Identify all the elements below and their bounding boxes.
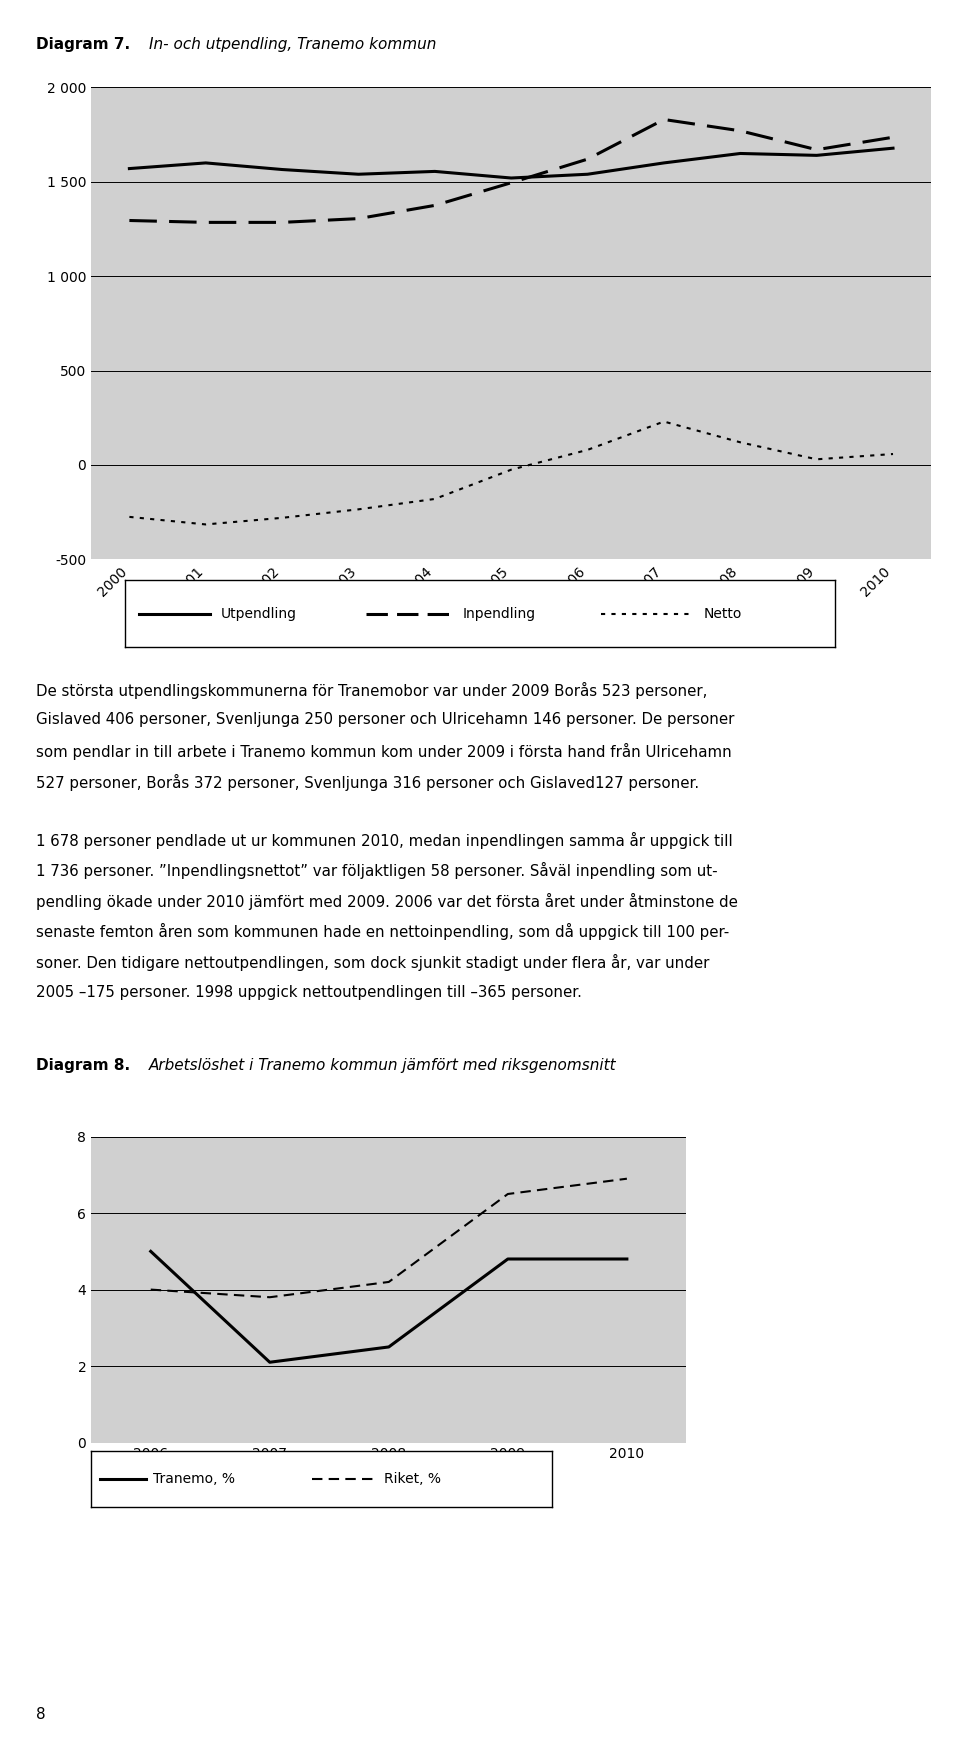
Text: In- och utpendling, Tranemo kommun: In- och utpendling, Tranemo kommun <box>149 37 436 52</box>
Text: Tranemo, %: Tranemo, % <box>154 1472 235 1486</box>
Text: 8: 8 <box>36 1706 46 1722</box>
Text: soner. Den tidigare nettoutpendlingen, som dock sjunkit stadigt under flera år, : soner. Den tidigare nettoutpendlingen, s… <box>36 954 709 970</box>
Text: 527 personer, Borås 372 personer, Svenljunga 316 personer och Gislaved127 person: 527 personer, Borås 372 personer, Svenlj… <box>36 773 700 790</box>
Text: Diagram 8.: Diagram 8. <box>36 1058 131 1073</box>
Text: 2005 –175 personer. 1998 uppgick nettoutpendlingen till –365 personer.: 2005 –175 personer. 1998 uppgick nettout… <box>36 984 583 1000</box>
Text: Arbetslöshet i Tranemo kommun jämfört med riksgenomsnitt: Arbetslöshet i Tranemo kommun jämfört me… <box>149 1058 616 1073</box>
Text: De största utpendlingskommunerna för Tranemobor var under 2009 Borås 523 persone: De största utpendlingskommunerna för Tra… <box>36 682 708 699</box>
Text: senaste femton åren som kommunen hade en nettoinpendling, som då uppgick till 10: senaste femton åren som kommunen hade en… <box>36 923 730 940</box>
Text: Netto: Netto <box>704 607 742 621</box>
Text: 1 736 personer. ”Inpendlingsnettot” var följaktligen 58 personer. Såväl inpendli: 1 736 personer. ”Inpendlingsnettot” var … <box>36 862 718 879</box>
Text: 1 678 personer pendlade ut ur kommunen 2010, medan inpendlingen samma år uppgick: 1 678 personer pendlade ut ur kommunen 2… <box>36 832 733 848</box>
Text: Riket, %: Riket, % <box>384 1472 441 1486</box>
Text: som pendlar in till arbete i Tranemo kommun kom under 2009 i första hand från Ul: som pendlar in till arbete i Tranemo kom… <box>36 743 732 760</box>
Text: Utpendling: Utpendling <box>221 607 297 621</box>
Text: pendling ökade under 2010 jämfört med 2009. 2006 var det första året under åtmin: pendling ökade under 2010 jämfört med 20… <box>36 893 738 909</box>
Text: Diagram 7.: Diagram 7. <box>36 37 131 52</box>
Text: Inpendling: Inpendling <box>463 607 536 621</box>
Text: Gislaved 406 personer, Svenljunga 250 personer och Ulricehamn 146 personer. De p: Gislaved 406 personer, Svenljunga 250 pe… <box>36 713 734 727</box>
